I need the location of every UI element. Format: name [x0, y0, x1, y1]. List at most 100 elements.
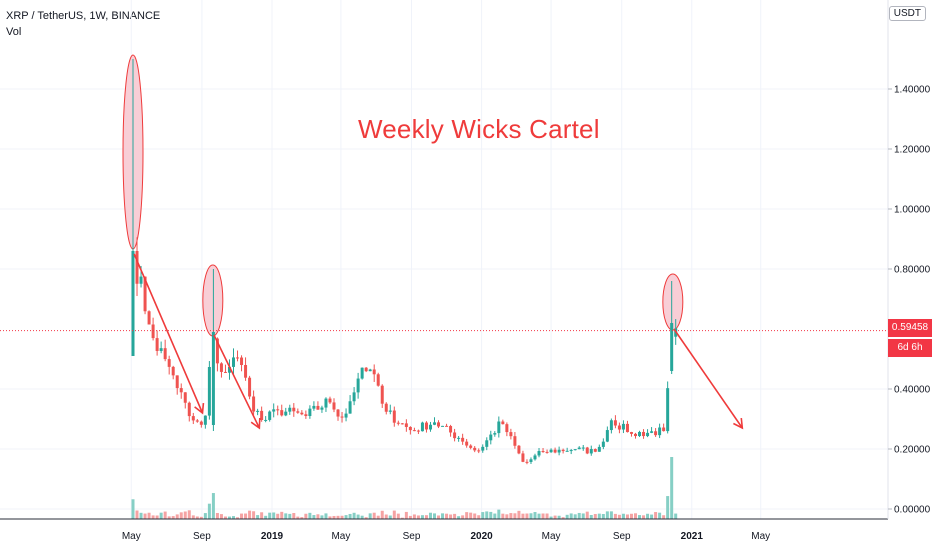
candle-body — [155, 338, 159, 351]
volume-bar — [203, 513, 207, 519]
candle-body — [477, 450, 481, 452]
volume-bar — [501, 513, 505, 519]
volume-bar — [236, 517, 240, 519]
volume-bar — [336, 515, 340, 519]
candle-body — [553, 449, 557, 453]
candle-body — [605, 430, 609, 442]
volume-bar — [557, 515, 561, 519]
volume-bar — [481, 512, 485, 519]
candle-body — [565, 450, 569, 452]
candle-body — [609, 420, 613, 431]
volume-bar — [392, 510, 396, 519]
candle-body — [424, 422, 428, 430]
candle-body — [521, 453, 525, 462]
candle-body — [308, 408, 312, 416]
chart-annotation-text[interactable]: Weekly Wicks Cartel — [358, 114, 600, 144]
volume-bar — [179, 512, 183, 519]
candle-body — [264, 419, 268, 421]
volume-bar — [304, 513, 308, 519]
volume-bar — [344, 515, 348, 519]
volume-bar — [545, 513, 549, 519]
volume-bar — [453, 513, 457, 519]
volume-bar — [634, 513, 637, 519]
price-tick-label: 1.00000 — [894, 205, 931, 216]
volume-bar — [159, 512, 163, 519]
volume-bar — [292, 513, 296, 519]
volume-bar — [308, 512, 312, 519]
chart-symbol-title[interactable]: XRP / TetherUS, 1W, BINANCE — [6, 10, 161, 22]
time-tick-label: May — [542, 531, 561, 542]
volume-bar — [666, 496, 670, 519]
candle-body — [573, 449, 577, 451]
candle-body — [368, 369, 372, 372]
candle-body — [670, 323, 674, 371]
volume-bar — [260, 512, 264, 519]
candle-body — [312, 405, 316, 409]
volume-bar — [469, 512, 473, 519]
volume-bar — [191, 515, 195, 519]
candle-body — [175, 375, 179, 389]
candle-body — [340, 416, 344, 418]
candle-body — [352, 392, 356, 402]
volume-bar — [638, 515, 642, 519]
candle-body — [658, 427, 662, 436]
volume-bar — [272, 512, 276, 519]
candle-body — [497, 421, 501, 434]
price-axis[interactable]: 0.00000 0.20000 0.40000 0.80000 1.00000 1.200… — [888, 85, 931, 516]
volume-bars — [131, 457, 678, 519]
volume-bar — [360, 515, 364, 519]
volume-bar — [139, 512, 143, 519]
time-tick-label: May — [751, 531, 770, 542]
volume-bar — [658, 512, 662, 519]
candle-body — [272, 409, 276, 412]
volume-bar — [445, 513, 449, 519]
volume-bar — [328, 516, 332, 519]
currency-button[interactable]: USDT — [888, 6, 926, 21]
time-tick-label: 2021 — [681, 531, 704, 542]
price-tick-label: 1.20000 — [894, 145, 931, 156]
candle-body — [151, 324, 155, 339]
candle-body — [505, 424, 509, 433]
candle-body — [465, 441, 469, 446]
candle-body — [163, 348, 167, 360]
candle-body — [360, 367, 364, 379]
volume-bar — [167, 516, 171, 519]
candle-body — [143, 276, 147, 312]
time-tick-label: May — [122, 531, 141, 542]
candle-body — [577, 447, 581, 450]
volume-bar — [183, 511, 187, 519]
candle-body — [392, 410, 396, 423]
candle-body — [207, 367, 211, 416]
volume-bar — [227, 516, 231, 519]
candle-body — [589, 449, 593, 454]
candle-body — [445, 425, 449, 427]
volume-bar — [211, 493, 215, 519]
volume-bar — [428, 512, 432, 519]
candle-body — [240, 357, 244, 365]
volume-bar — [416, 515, 420, 519]
volume-indicator-label[interactable]: Vol — [6, 26, 22, 38]
candle-body — [441, 425, 445, 427]
volume-bar — [151, 515, 155, 519]
candle-body — [276, 409, 280, 411]
volume-bar — [252, 511, 256, 519]
volume-bar — [332, 515, 336, 519]
volume-bar — [509, 513, 513, 519]
candle-body — [388, 410, 392, 412]
volume-bar — [549, 516, 553, 519]
candle-body — [629, 432, 633, 434]
candle-body — [199, 421, 203, 425]
candle-body — [328, 398, 332, 403]
volume-bar — [569, 513, 573, 519]
time-axis[interactable]: May Sep 2019 May Sep 2020 May Sep 2021 May — [122, 531, 770, 542]
volume-bar — [420, 515, 424, 519]
volume-bar — [372, 512, 376, 519]
volume-bar — [553, 515, 557, 519]
volume-bar — [215, 512, 219, 519]
candle-body — [348, 401, 352, 414]
candle-body — [292, 407, 296, 412]
volume-bar — [223, 516, 227, 519]
candle-body — [513, 436, 517, 446]
candle-body — [593, 449, 597, 452]
